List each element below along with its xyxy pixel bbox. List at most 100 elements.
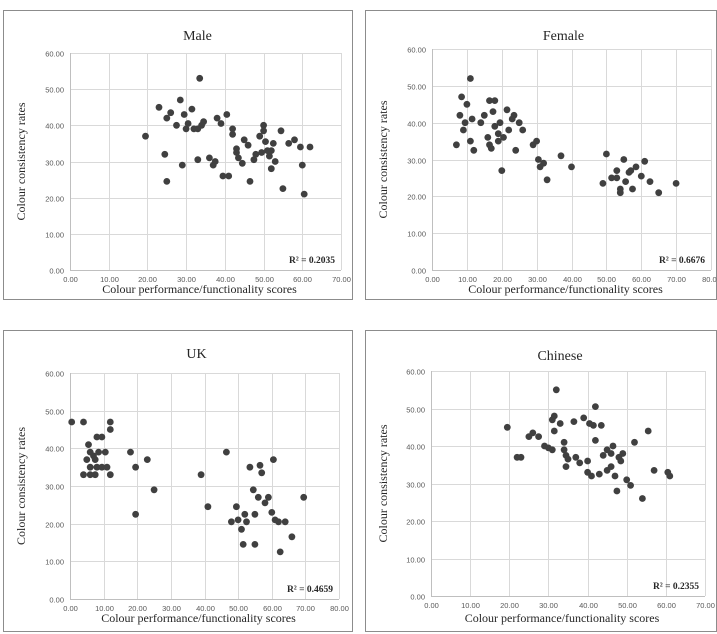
data-point [258,469,266,477]
data-point [206,154,213,162]
x-tick-label: 40.00 [579,601,598,610]
data-point [461,119,469,127]
y-tick-label: 20.00 [45,521,64,530]
data-point [91,456,99,463]
data-point [568,163,575,171]
data-point [613,487,621,495]
data-point [270,456,277,463]
data-point [143,456,151,463]
data-point [176,96,184,104]
y-tick-label: 20.00 [45,195,64,204]
data-point [173,121,180,129]
data-point [631,438,638,446]
data-point [178,161,186,169]
x-tick-label: 80.00 [330,604,349,613]
data-point [266,152,273,160]
x-tick-label: 50.00 [597,275,616,284]
data-point [180,111,188,118]
data-point [246,463,254,471]
data-point [627,167,635,175]
scatter-chart-male: 0.00 10.00 20.00 30.00 40.00 50.00 60.00 0.00 10… [3,10,353,300]
data-point [535,156,542,163]
x-tick-label: 30.00 [162,604,181,613]
x-axis-label: Colour performance/functionality scores [465,611,660,625]
data-point [260,127,267,135]
data-point [249,486,257,494]
data-point [298,161,306,169]
data-point [196,74,204,82]
data-point [453,141,460,149]
y-tick-label: 50.00 [407,83,426,92]
data-point [262,138,269,146]
data-point [543,176,551,184]
data-point [86,471,94,479]
data-point [650,467,658,474]
y-tick-label: 60.00 [407,46,426,55]
data-point [620,156,628,163]
data-point [219,172,227,180]
y-tick-label: 30.00 [45,159,64,168]
data-point [155,103,163,111]
data-point [235,154,242,162]
x-tick-label: 40.00 [196,604,215,613]
data-point [632,163,640,171]
data-point [288,533,296,541]
data-point [85,441,92,448]
data-point [592,437,599,444]
data-point [254,493,262,501]
chart-panel-female: 0.00 10.00 20.00 30.00 40.00 50.00 60.00 0.00 10… [365,10,717,300]
x-tick-label: 60.00 [293,275,312,284]
data-point [250,156,258,164]
y-tick-label: 40.00 [45,445,64,454]
y-tick-label: 20.00 [406,518,425,527]
x-tick-label: 10.00 [461,601,480,610]
x-tick-label: 50.00 [618,601,637,610]
data-point [252,150,260,158]
chart-border [365,330,717,632]
data-point [505,126,513,134]
data-point [106,426,114,433]
data-point [300,493,308,501]
data-point [550,427,558,435]
x-tick-label: 60.00 [632,275,651,284]
data-point [607,450,615,457]
data-point [580,414,588,422]
data-point [487,145,495,152]
scatter-chart-uk: 0.00 10.00 20.00 30.00 40.00 50.00 60.00 0.00 10… [3,330,353,632]
data-point [234,516,242,524]
data-point [517,453,525,461]
data-point [243,518,250,526]
data-point [265,493,272,501]
data-point [167,109,175,117]
data-point [535,433,542,440]
data-point [246,178,254,185]
data-point [95,448,102,456]
data-point [86,463,94,471]
data-point [271,158,279,165]
data-point [458,93,465,101]
y-tick-label: 50.00 [406,406,425,415]
data-point [163,114,171,122]
y-axis-label: Colour consistency rates [376,100,390,218]
y-tick-label: 60.00 [406,368,425,377]
x-axis-label: Colour performance/functionality scores [101,611,296,625]
data-point [256,461,264,469]
data-point [470,146,478,154]
data-point [217,120,225,127]
data-point [228,518,235,526]
data-point [607,463,615,470]
y-tick-label: 30.00 [45,483,64,492]
data-point [556,420,564,427]
y-axis-label: Colour consistency rates [14,427,28,545]
x-tick-label: 20.00 [128,604,147,613]
x-tick-label: 0.00 [63,604,78,613]
data-point [103,463,111,471]
data-point [533,137,540,145]
data-point [562,463,570,470]
data-point [276,548,284,556]
data-point [616,189,624,197]
data-point [233,503,240,511]
data-point [595,470,603,478]
data-point [204,503,212,511]
data-point [599,180,607,187]
